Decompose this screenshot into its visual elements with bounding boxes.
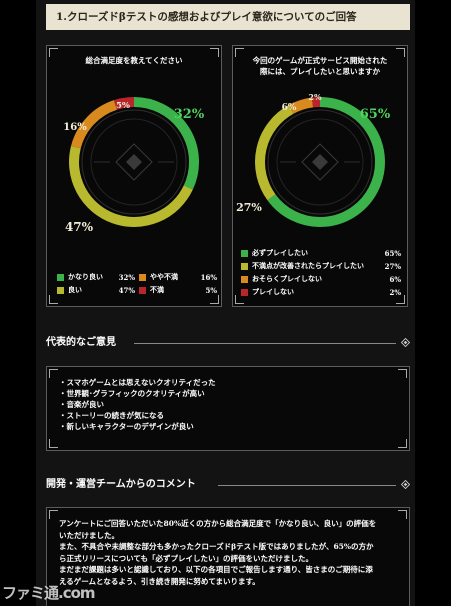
donut-slice-4 [113,97,135,110]
legend-item: かなり良い 32% [57,272,135,282]
legend-swatch [241,275,248,283]
legend-swatch [139,286,146,294]
corner-ornament [49,439,58,448]
opinions-heading-text: 代表的なご意見 [46,337,116,348]
donut-slice-3 [288,97,314,114]
list-item: ・世界観･グラフィックのクオリティが高い [59,389,205,398]
corner-ornament [396,295,405,304]
corner-ornament [49,48,58,57]
corner-ornament [398,510,407,519]
slice-label-3: 6% [282,103,297,113]
chart-title: 総合満足度を教えてください [85,56,183,65]
legend-swatch [57,286,64,294]
chart-title-line: 今回のゲームが正式サービス開始された [252,56,388,65]
section-title: 1.クローズドβテストの感想およびプレイ意欲についてのご回答 [46,4,410,30]
legend-swatch [139,273,146,281]
legend-label: 不満 [150,285,164,294]
legend-label: プレイしない [252,287,294,296]
donut-slice-2 [255,105,294,201]
donut-chart-satisfaction: 32% 47% 16% 5% [63,97,205,234]
legend-item: 不満点が改善されたらプレイしたい 27% [241,261,401,271]
legend-item: おそらくプレイしない 6% [241,274,401,284]
comment-line: いただけました。 [59,530,119,540]
corner-ornament [396,48,405,57]
legend-item: 不満 5% [139,285,217,295]
slice-label-2: 27% [236,201,262,214]
legend-item: やや不満 16% [139,272,217,282]
legend-label: おそらくプレイしない [252,274,322,283]
legend-label: 良い [68,285,82,294]
corner-ornament [49,295,58,304]
comment-line: ら正式リリースについても「必ずプレイしたい」の評価をいただけました。 [59,553,314,563]
chart-panel-play-intent: 今回のゲームが正式サービス開始された 際には、プレイしたいと思いますか 65% 2… [232,45,408,307]
corner-ornament [235,48,244,57]
ring-decoration [267,109,373,215]
comment-line: まだまだ課題は多いと認識しており、以下の各項目でご報告します通り、皆さまのご期待… [59,565,373,574]
donut-slice-3 [71,100,118,149]
corner-ornament [398,439,407,448]
opinions-list: ・スマホゲームとは思えないクオリティだった ・世界観･グラフィックのクオリティが… [59,377,216,432]
donut-slice-2 [69,145,193,227]
divider-line [218,485,396,486]
list-item: ・新しいキャラクターのデザインが良い [59,422,194,431]
legend-swatch [241,288,248,296]
famitsu-logo: ファミ通.com [2,584,96,602]
legend-value: 6% [389,274,401,284]
slice-label-2: 47% [65,220,94,234]
legend-value: 27% [384,261,401,271]
slice-label-1: 32% [174,107,205,122]
corner-ornament [49,510,58,519]
legend-label: 不満点が改善されたらプレイしたい [252,261,364,270]
legend-value: 47% [118,285,135,295]
comment-line: また、不具合や未調整な部分も多かったクローズドβテスト版ではありましたが、65%… [59,542,374,551]
legend-value: 32% [118,272,135,282]
slice-label-4: 2% [308,92,322,102]
comment-heading: 開発・運営チームからのコメント [46,475,410,495]
legend-value: 16% [200,272,217,282]
corner-ornament [398,369,407,378]
slice-label-3: 16% [63,122,87,133]
chart-title-line: 際には、プレイしたいと思いますか [260,67,380,76]
list-item: ・ストーリーの続きが気になる [59,411,164,420]
legend-swatch [57,273,64,281]
list-item: ・スマホゲームとは思えないクオリティだった [59,378,216,387]
legend-value: 5% [205,285,217,295]
legend-label: かなり良い [68,272,103,281]
ring-decoration [81,109,187,215]
corner-ornament [49,369,58,378]
comment-box: アンケートにご回答いただいた80%近くの方から総合満足度で「かなり良い、良い」の… [46,507,410,606]
legend-swatch [241,262,248,270]
legend-label: 必ずプレイしたい [252,248,308,257]
comment-line: えるゲームとなるよう、引き続き開発に努めてまいります。 [59,576,260,586]
legend-value: 2% [389,287,401,297]
chart-panel-satisfaction: 総合満足度を教えてください 32% 47% 16% 5% かなり良い 32% 良い 47% や… [46,45,222,307]
corner-ornament [210,48,219,57]
corner-ornament [210,295,219,304]
slice-label-1: 65% [360,107,391,122]
legend-item: 必ずプレイしたい 65% [241,248,401,258]
comment-line: アンケートにご回答いただいた80%近くの方から総合満足度で「かなり良い、良い」の… [59,519,377,528]
legend-label: やや不満 [150,272,178,281]
opinions-heading: 代表的なご意見 [46,333,410,353]
corner-ornament [235,295,244,304]
opinions-box: ・スマホゲームとは思えないクオリティだった ・世界観･グラフィックのクオリティが… [46,366,410,451]
legend-item: プレイしない 2% [241,287,401,297]
chart-title: 今回のゲームが正式サービス開始された 際には、プレイしたいと思いますか [233,55,407,77]
divider-line [134,343,396,344]
diamond-ornament-icon [401,338,410,347]
donut-chart-play-intent: 65% 27% 6% 2% [236,92,391,227]
slice-label-4: 5% [116,101,130,111]
list-item: ・音楽が良い [59,400,104,409]
comment-heading-text: 開発・運営チームからのコメント [46,479,196,490]
donut-slice-1 [267,97,385,227]
legend-swatch [241,249,248,257]
comment-text: アンケートにご回答いただいた80%近くの方から総合満足度で「かなり良い、良い」の… [59,518,404,587]
legend-item: 良い 47% [57,285,135,295]
diamond-ornament-icon [401,480,410,489]
donut-slice-1 [133,97,199,190]
legend-value: 65% [384,248,401,258]
